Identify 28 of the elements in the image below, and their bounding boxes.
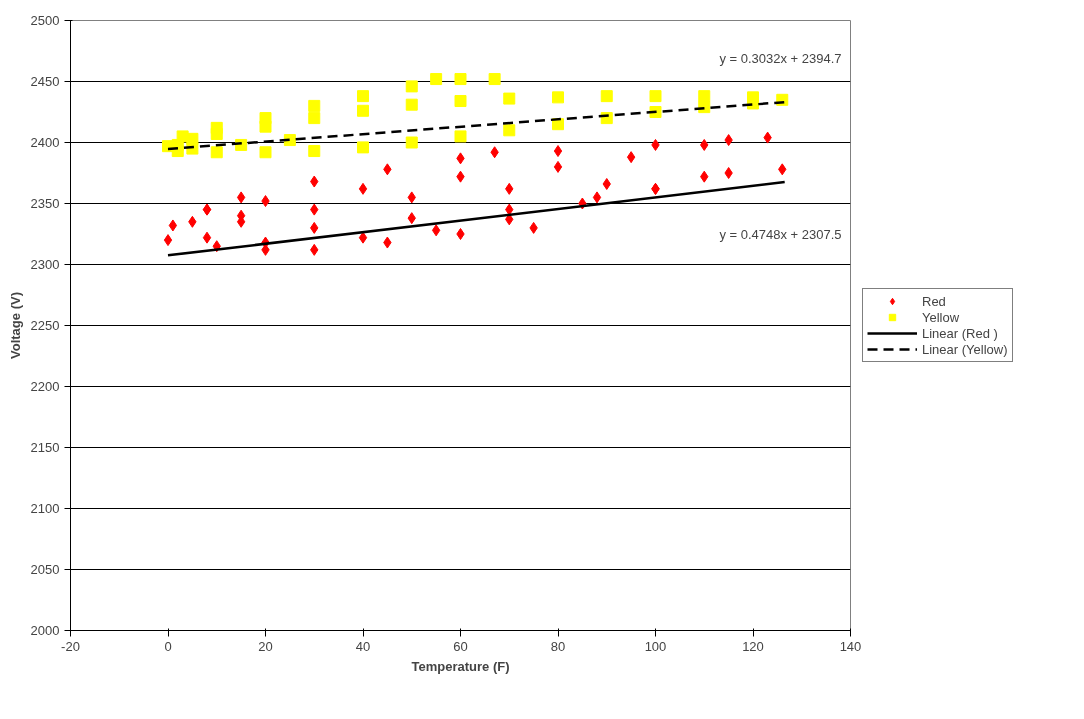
y-tick-label: 2300 <box>30 257 60 272</box>
y-tick-label: 2400 <box>30 135 60 150</box>
legend-label: Linear (Yellow) <box>922 341 1008 357</box>
x-tick-label: -20 <box>61 638 80 654</box>
x-tick-label: 20 <box>258 638 273 654</box>
x-axis-title: Temperature (F) <box>411 658 510 674</box>
y-tick-label: 2150 <box>30 440 60 455</box>
y-tick-label: 2100 <box>30 501 60 516</box>
y-tick-label: 2050 <box>30 562 60 577</box>
legend-label: Yellow <box>922 309 960 325</box>
y-tick-label: 2200 <box>30 379 60 394</box>
x-tick-label: 60 <box>453 638 468 654</box>
x-tick-label: 40 <box>355 638 371 654</box>
annotation: y = 0.3032x + 2394.7 <box>719 51 842 66</box>
annotation: y = 0.4748x + 2307.5 <box>719 226 842 242</box>
y-tick-label: 2450 <box>30 74 60 89</box>
x-tick-label: 0 <box>164 638 172 654</box>
x-tick-label: 120 <box>742 638 764 654</box>
legend-label: Red <box>922 293 946 309</box>
y-tick-label: 2250 <box>30 318 60 333</box>
y-axis-title: Voltage (V) <box>7 292 23 359</box>
x-tick-label: 80 <box>550 638 566 654</box>
legend-label: Linear (Red ) <box>922 325 998 341</box>
y-tick-label: 2350 <box>30 196 60 211</box>
y-tick-label: 2500 <box>30 13 60 28</box>
y-tick-label: 2000 <box>30 623 60 638</box>
x-tick-label: 100 <box>644 638 667 654</box>
x-tick-label: 140 <box>839 638 862 654</box>
